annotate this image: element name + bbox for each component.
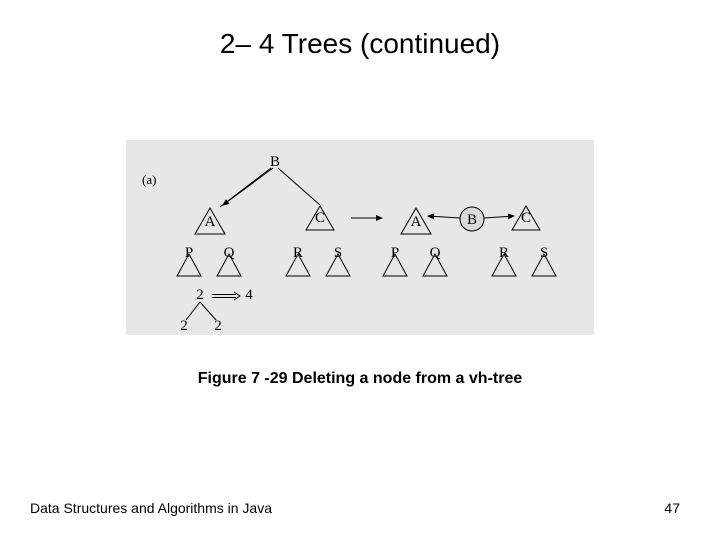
- figure-area: ACPQRSACPQRS B (a)B2422: [126, 140, 594, 335]
- svg-text:R: R: [499, 245, 509, 261]
- svg-text:C: C: [521, 210, 531, 226]
- svg-text:4: 4: [245, 287, 253, 303]
- svg-text:2: 2: [196, 287, 204, 303]
- svg-text:2: 2: [180, 318, 188, 334]
- svg-text:R: R: [293, 245, 303, 261]
- svg-text:Q: Q: [430, 245, 441, 261]
- svg-text:2: 2: [214, 318, 222, 334]
- svg-text:S: S: [334, 245, 342, 261]
- svg-text:P: P: [391, 245, 399, 261]
- svg-text:P: P: [185, 245, 193, 261]
- svg-text:(a): (a): [142, 172, 156, 187]
- svg-text:Q: Q: [224, 245, 235, 261]
- slide: 2– 4 Trees (continued) A C P Q R S A C P Q R S B (a…: [0, 0, 720, 540]
- svg-text:B: B: [270, 154, 280, 170]
- page-title: 2– 4 Trees (continued): [0, 28, 720, 60]
- svg-text:B: B: [467, 212, 477, 228]
- svg-text:C: C: [315, 210, 325, 226]
- svg-text:A: A: [205, 214, 216, 230]
- footer-left: Data Structures and Algorithms in Java: [30, 500, 272, 516]
- svg-text:S: S: [540, 245, 548, 261]
- figure-caption: Figure 7 -29 Deleting a node from a vh-t…: [0, 370, 720, 388]
- svg-text:A: A: [411, 214, 422, 230]
- figure-svg: ACPQRSACPQRS B (a)B2422: [126, 140, 594, 335]
- page-number: 47: [664, 500, 680, 516]
